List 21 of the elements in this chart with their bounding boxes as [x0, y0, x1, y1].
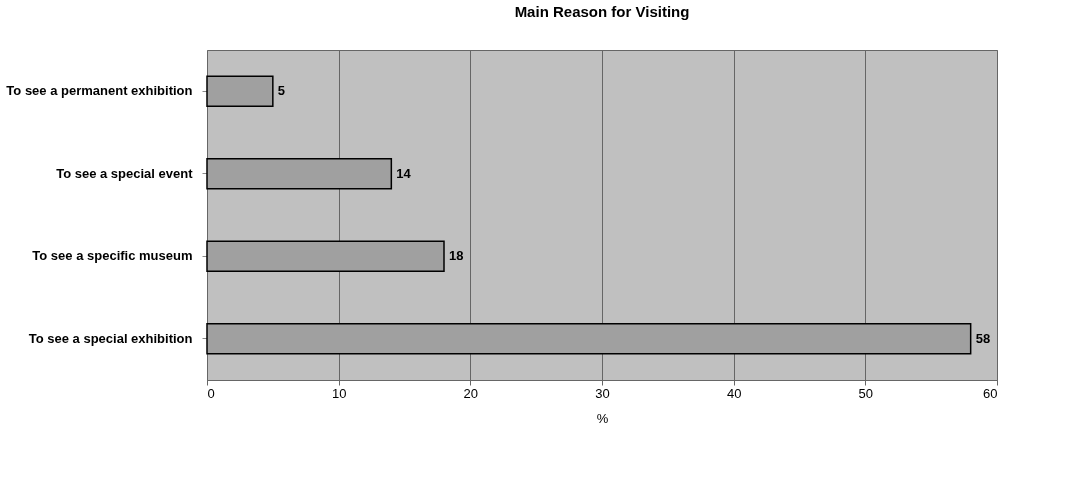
data-label: 5	[277, 83, 286, 99]
data-label: 58	[975, 330, 991, 346]
y-tick-label: To see a special exhibition	[28, 330, 193, 346]
x-tick-label: 40	[726, 385, 742, 401]
bar	[206, 323, 972, 355]
x-tick-label: 10	[331, 385, 347, 401]
bar	[206, 75, 274, 107]
x-tick-label: 20	[463, 385, 479, 401]
bar	[206, 158, 393, 190]
bar	[206, 240, 445, 272]
x-tick-label: 0	[207, 385, 215, 401]
y-tick-label: To see a specific museum	[32, 248, 193, 264]
data-label: 14	[396, 165, 412, 181]
y-tick-label: To see a special event	[56, 165, 194, 181]
chart-title: Main Reason for Visiting	[514, 3, 690, 20]
x-tick-label: 60	[983, 385, 998, 401]
y-tick-label: To see a permanent exhibition	[6, 83, 193, 99]
x-tick-label: 50	[858, 385, 874, 401]
x-tick-label: 30	[595, 385, 610, 401]
x-axis-title: %	[596, 410, 609, 426]
data-label: 18	[449, 248, 464, 264]
